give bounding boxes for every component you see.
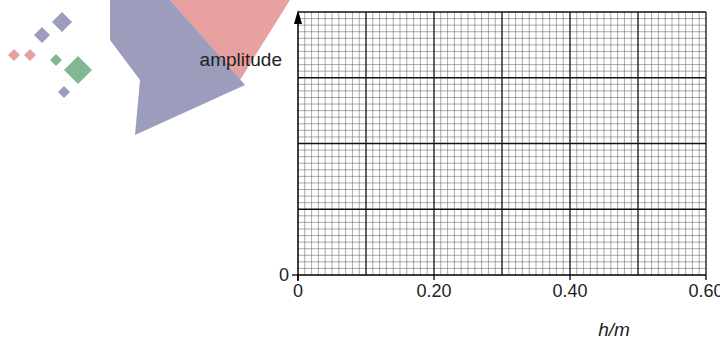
y-axis-label: amplitude xyxy=(200,49,282,70)
x-tick xyxy=(705,275,706,280)
grid-major xyxy=(298,77,706,78)
x-axis-label: h/m xyxy=(598,319,630,340)
plot-background xyxy=(298,12,706,275)
grid-major xyxy=(298,143,706,144)
x-tick-label: 0.40 xyxy=(552,281,587,301)
logo-diamond xyxy=(24,49,36,61)
y-tick xyxy=(292,274,298,275)
x-axis xyxy=(298,274,706,276)
grid-major xyxy=(298,11,706,12)
grid-major xyxy=(298,209,706,210)
logo-diamond xyxy=(50,54,62,66)
x-tick xyxy=(297,275,298,280)
watermark-logo xyxy=(8,0,290,135)
x-tick xyxy=(433,275,434,280)
logo-diamond xyxy=(8,49,20,61)
x-tick-label: 0 xyxy=(293,281,303,301)
logo-diamond xyxy=(58,86,70,98)
y-axis xyxy=(297,22,299,281)
logo-diamond xyxy=(64,56,92,84)
x-tick xyxy=(569,275,570,280)
grid xyxy=(298,12,706,275)
chart: 0 0.20 0.40 0.60 0 amplitude h/m xyxy=(0,0,720,343)
logo-diamond xyxy=(34,27,50,43)
x-tick-label: 0.60 xyxy=(688,281,720,301)
x-tick-label: 0.20 xyxy=(416,281,451,301)
y-axis-arrow xyxy=(294,10,302,24)
logo-diamond xyxy=(52,12,72,32)
y-tick-label: 0 xyxy=(279,265,289,285)
